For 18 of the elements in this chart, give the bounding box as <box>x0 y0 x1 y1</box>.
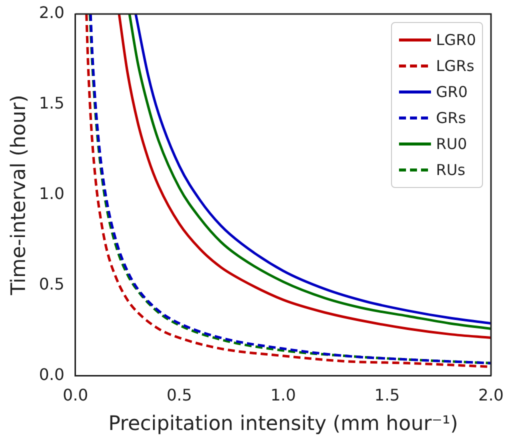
legend-label: RUs <box>436 161 466 179</box>
legend-label: RU0 <box>436 135 467 153</box>
x-tick-label: 1.0 <box>270 386 296 405</box>
x-tick-label: 2.0 <box>478 386 504 405</box>
x-tick-label: 1.5 <box>374 386 400 405</box>
y-tick-label: 0.5 <box>38 274 64 294</box>
legend-label: GR0 <box>436 83 468 101</box>
legend-label: GRs <box>436 109 466 127</box>
legend-label: LGR0 <box>436 31 476 49</box>
x-axis-title: Precipitation intensity (mm hour⁻¹) <box>108 411 458 436</box>
legend-label: LGRs <box>436 57 474 75</box>
y-tick-label: 1.5 <box>38 94 64 113</box>
x-tick-label: 0.5 <box>166 386 192 405</box>
y-axis-title: Time-interval (hour) <box>6 94 30 296</box>
y-tick-label: 1.0 <box>38 184 64 204</box>
x-tick-label: 0.0 <box>62 386 88 405</box>
y-tick-label: 2.0 <box>38 3 64 22</box>
y-tick-label: 0.0 <box>38 364 64 384</box>
